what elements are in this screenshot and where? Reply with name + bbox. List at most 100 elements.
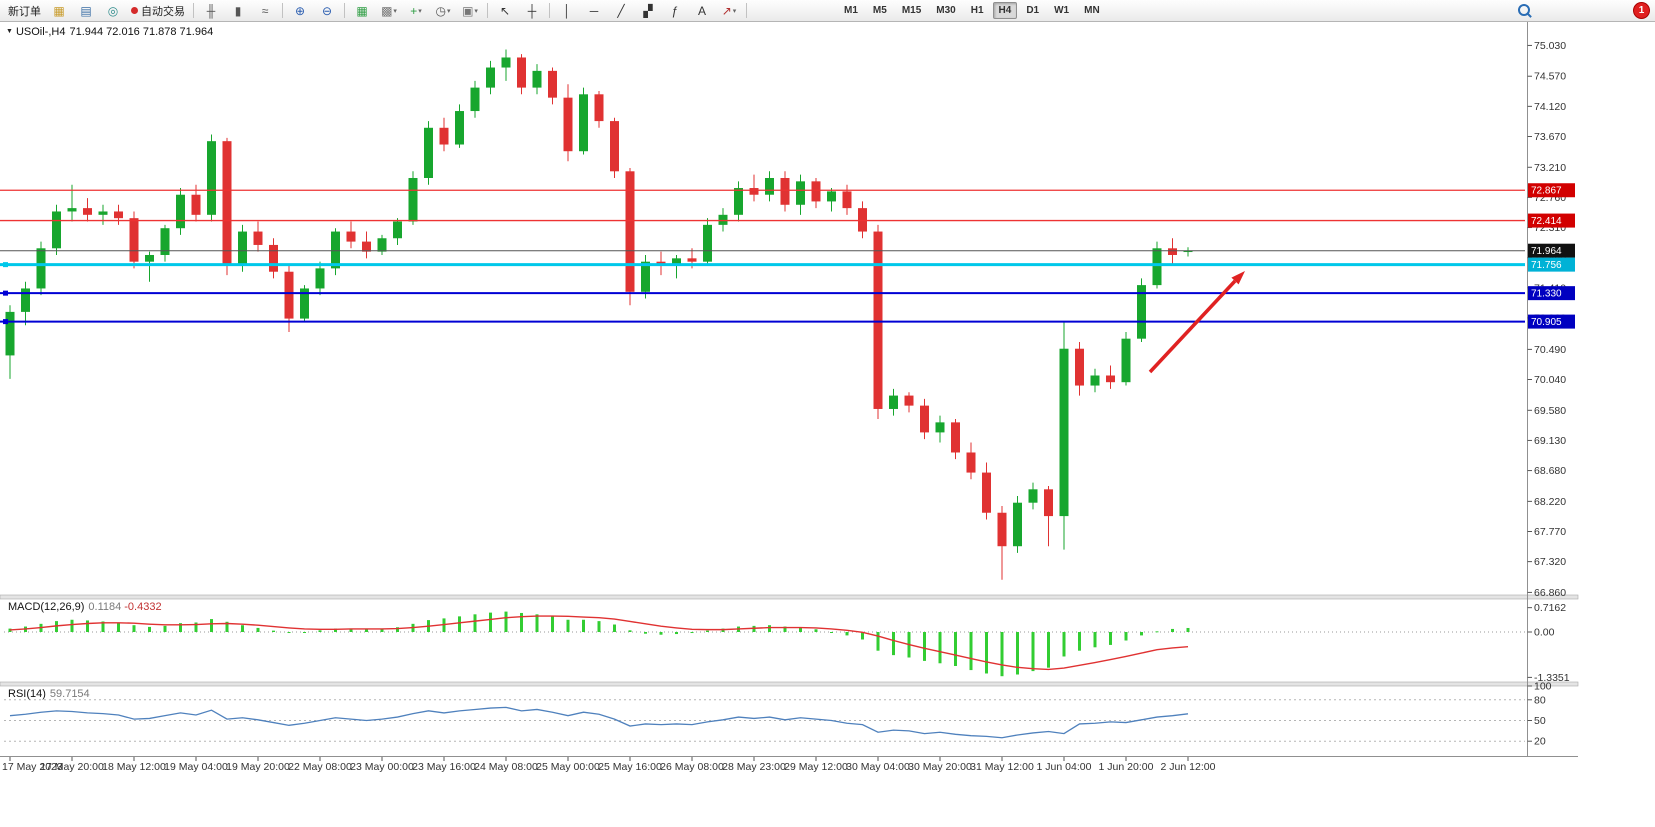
autotrading-button[interactable]: 自动交易 [127, 1, 189, 21]
indicators-icon[interactable]: + ▾ [403, 1, 429, 21]
candle-body [145, 254, 154, 262]
candle-body [827, 191, 836, 202]
svg-text:75.030: 75.030 [1534, 40, 1566, 52]
svg-text:24 May 08:00: 24 May 08:00 [474, 761, 538, 773]
trendline-icon[interactable]: ╱ [608, 1, 634, 21]
auto-arrange-icon: ▩ [381, 3, 393, 18]
line-handle[interactable] [3, 262, 8, 268]
search-icon[interactable] [1517, 3, 1533, 19]
horizontal-line-icon[interactable]: ─ [581, 1, 607, 21]
symbol-dropdown-icon[interactable]: ▼ [6, 28, 13, 35]
timeframe-button-m30[interactable]: M30 [936, 5, 956, 16]
macd-main-value: 0.1184 [88, 601, 122, 613]
svg-text:68.220: 68.220 [1534, 496, 1566, 508]
candle-body [1106, 375, 1115, 383]
line-chart-icon: ≈ [261, 3, 269, 18]
new-order-button[interactable]: 新订单 [4, 1, 45, 21]
candle-body [176, 194, 185, 229]
horizontal-line-icon: ─ [589, 3, 599, 18]
fibonacci-icon: ƒ [671, 3, 679, 18]
timeframe-button-d1[interactable]: D1 [1026, 5, 1040, 16]
vertical-line-icon: │ [563, 3, 571, 18]
price-tag [1528, 314, 1575, 329]
candle-body [672, 258, 681, 266]
timeframe-button-mn[interactable]: MN [1084, 5, 1100, 16]
channel-icon[interactable]: ▞ [635, 1, 661, 21]
candle-body [455, 111, 464, 145]
timeframe-button-m15[interactable]: M15 [901, 5, 922, 16]
notification-badge[interactable]: 1 [1634, 3, 1649, 18]
line-chart-icon[interactable]: ≈ [252, 1, 278, 21]
macd-signal-line [9, 615, 1189, 671]
candle-body [765, 177, 774, 195]
svg-text:19 May 04:00: 19 May 04:00 [164, 761, 228, 773]
toolbar-separator [746, 3, 747, 18]
bar-chart-icon[interactable]: ╫ [198, 1, 224, 21]
svg-text:73.210: 73.210 [1534, 162, 1566, 174]
price-tag [1528, 286, 1575, 301]
rsi-line [9, 706, 1189, 739]
profile-icon[interactable]: ▤ [73, 1, 99, 21]
svg-text:74.120: 74.120 [1534, 101, 1566, 113]
periods-icon[interactable]: ◷ ▾ [430, 1, 456, 21]
cursor-icon[interactable]: ↖ [492, 1, 518, 21]
candle-body [1028, 489, 1038, 503]
candle-body [842, 191, 852, 209]
dropdown-arrow-icon: ▾ [418, 7, 422, 15]
text-label-icon[interactable]: A [689, 1, 715, 21]
bar-chart-icon: ╫ [206, 3, 216, 18]
candle-body [1152, 248, 1162, 286]
vertical-line-icon[interactable]: │ [554, 1, 580, 21]
new-order-button-label: 新订单 [8, 5, 41, 18]
crosshair-icon[interactable]: ┼ [519, 1, 545, 21]
zoom-out-icon[interactable]: ⊖ [314, 1, 340, 21]
dropdown-arrow-icon: ▾ [393, 7, 397, 15]
refresh-icon[interactable]: ◎ [100, 1, 126, 21]
candle-body [1168, 248, 1177, 255]
line-handle[interactable] [3, 319, 8, 325]
toolbar-gap [751, 10, 836, 11]
macd-label: MACD(12,26,9) 0.1184 -0.4332 [8, 601, 162, 613]
timeframe-button-h4[interactable]: H4 [992, 2, 1018, 19]
candlestick-chart-icon[interactable]: ▮ [225, 1, 251, 21]
timeframe-button-w1[interactable]: W1 [1054, 5, 1070, 16]
template-icon[interactable]: ▣ ▾ [457, 1, 483, 21]
candle-body [284, 271, 294, 319]
autotrading-status-icon [131, 7, 138, 14]
candle-body [1044, 489, 1053, 517]
candle-body [191, 194, 201, 215]
zoom-in-icon[interactable]: ⊕ [287, 1, 313, 21]
auto-arrange-icon[interactable]: ▩ ▾ [376, 1, 402, 21]
svg-text:72.867: 72.867 [1531, 186, 1562, 197]
fibonacci-icon[interactable]: ƒ [662, 1, 688, 21]
line-handle[interactable] [3, 290, 8, 296]
svg-text:19 May 20:00: 19 May 20:00 [226, 761, 290, 773]
svg-text:67.770: 67.770 [1534, 526, 1566, 538]
zoom-in-icon: ⊕ [294, 3, 306, 18]
timeframe-button-m1[interactable]: M1 [844, 5, 858, 16]
trend-arrow-annotation[interactable] [1148, 271, 1245, 374]
candle-body [873, 231, 883, 409]
svg-text:69.580: 69.580 [1534, 405, 1566, 417]
timeframe-button-h1[interactable]: H1 [970, 5, 984, 16]
candle-body [486, 67, 495, 88]
ohlc-text: 71.944 72.016 71.878 71.964 [69, 26, 214, 38]
search-icon-handle [1526, 12, 1532, 18]
toolbar-separator [282, 3, 283, 18]
macd-name-text: MACD(12,26,9) [8, 601, 85, 613]
timeframe-button-m5[interactable]: M5 [872, 5, 887, 16]
chart-window-icon[interactable]: ▦ [46, 1, 72, 21]
candle-body [641, 261, 650, 292]
svg-text:17 May 20:00: 17 May 20:00 [40, 761, 104, 773]
svg-text:70.040: 70.040 [1534, 374, 1566, 386]
pane-separator[interactable] [0, 681, 1579, 687]
arrows-tool-icon[interactable]: ↗ ▾ [716, 1, 742, 21]
candle-body [424, 127, 433, 178]
tile-windows-icon[interactable]: ▦ [349, 1, 375, 21]
pane-separator[interactable] [0, 594, 1579, 600]
svg-text:70.490: 70.490 [1534, 344, 1566, 356]
candle-body [331, 231, 340, 269]
